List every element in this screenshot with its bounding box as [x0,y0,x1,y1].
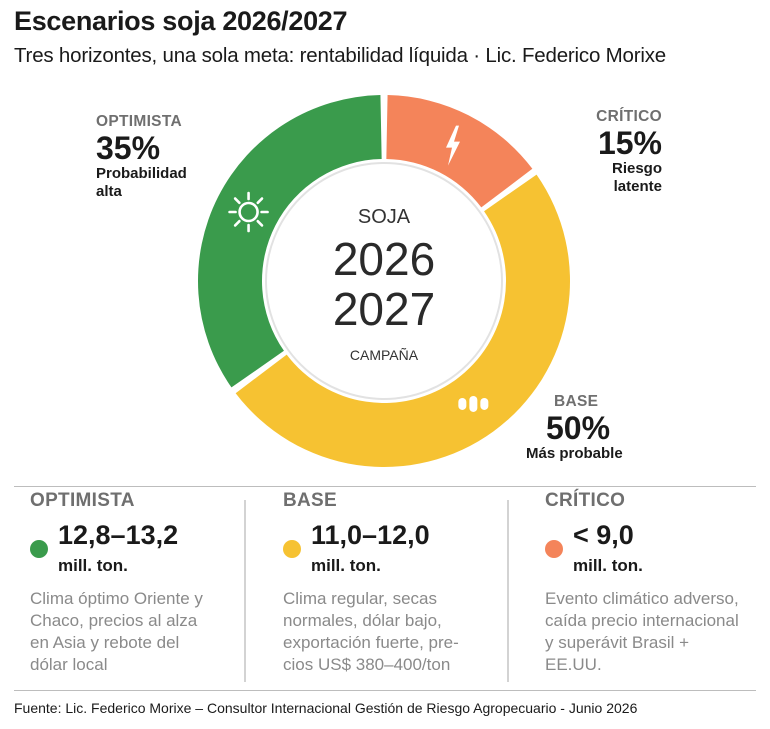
column-optimista-unit: mill. ton. [58,556,128,575]
column-base-unit: mill. ton. [311,556,381,575]
label-critico-desc2: latente [613,178,662,195]
critico-dot-icon [545,540,563,558]
label-critico-desc1: Riesgo [611,160,662,177]
column-base-text: Clima regular, secas normales, dólar bajo… [283,589,459,674]
column-base-range: 11,0–12,0 [311,520,430,550]
donut-slices [197,95,571,468]
donut-inner-ring [265,162,503,400]
optimista-dot-icon [30,540,48,558]
page-subtitle: Tres horizontes, una sola meta: rentabil… [14,44,666,67]
donut-icons [228,125,489,412]
page-title: Escenarios soja 2026/2027 [14,6,348,36]
label-optimista-desc2: alta [96,183,122,200]
sun-icon [228,191,269,233]
center-label-soja: SOJA [358,206,411,228]
lightning-icon [446,125,461,166]
column-critico-name: CRÍTICO [545,490,626,511]
label-critico-pct: 15% [597,125,662,161]
column-optimista-range: 12,8–13,2 [58,520,179,550]
column-optimista-name: OPTIMISTA [30,490,135,511]
scenario-column-critico: CRÍTICO < 9,0 mill. ton. Evento climátic… [545,490,770,674]
label-critico: CRÍTICO 15% Riesgo latente [596,108,662,196]
column-critico-text: Evento climático adverso, caída precio in… [545,589,739,674]
label-base-pct: 50% [546,410,611,446]
donut-slice-base [235,174,571,468]
base-dot-icon [283,540,301,558]
column-base-name: BASE [283,490,337,511]
column-critico-range: < 9,0 [573,520,634,550]
soy-bean-icon [458,395,489,412]
label-base-desc: Más probable [526,445,623,462]
source-note: Fuente: Lic. Federico Morixe – Consultor… [14,700,638,716]
label-optimista-desc1: Probabilidad [96,165,187,182]
label-optimista: OPTIMISTA 35% Probabilidad alta [96,113,187,201]
center-year-2: 2027 [333,283,435,335]
label-base-name: BASE [554,393,599,410]
column-critico-unit: mill. ton. [573,556,643,575]
scenario-column-base: BASE 11,0–12,0 mill. ton. Clima regular,… [283,490,513,674]
donut-slice-optimista [197,95,382,388]
label-optimista-name: OPTIMISTA [96,113,182,130]
center-label-campana: CAMPAÑA [350,347,419,363]
column-separator [507,500,509,682]
donut-slice-critico [386,95,533,208]
label-base: BASE 50% Más probable [526,393,623,463]
center-year-1: 2026 [333,233,435,285]
column-optimista-text: Clima óptimo Oriente y Chaco, precios al … [30,589,203,674]
column-separator [244,500,246,682]
scenario-column-optimista: OPTIMISTA 12,8–13,2 mill. ton. Clima ópt… [30,490,260,674]
divider-top [14,486,756,487]
label-optimista-pct: 35% [96,130,161,166]
divider-bottom [14,690,756,691]
label-critico-name: CRÍTICO [596,108,662,125]
